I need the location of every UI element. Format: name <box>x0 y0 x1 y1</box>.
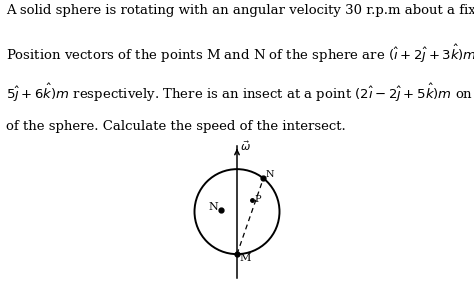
Text: N: N <box>265 170 274 179</box>
Text: Position vectors of the points M and N of the sphere are $(\hat{\imath} + 2\hat{: Position vectors of the points M and N o… <box>6 43 474 65</box>
Text: M: M <box>239 253 251 263</box>
Text: P: P <box>255 195 261 204</box>
Text: of the sphere. Calculate the speed of the intersect.: of the sphere. Calculate the speed of th… <box>6 120 346 133</box>
Text: $\vec{\omega}$: $\vec{\omega}$ <box>239 140 250 153</box>
Text: A solid sphere is rotating with an angular velocity 30 r.p.m about a fixed axis : A solid sphere is rotating with an angul… <box>6 4 474 17</box>
Text: $5\hat{\jmath} + 6\hat{k})m$ respectively. There is an insect at a point $(2\hat: $5\hat{\jmath} + 6\hat{k})m$ respectivel… <box>6 82 474 104</box>
Text: N: N <box>209 202 219 212</box>
